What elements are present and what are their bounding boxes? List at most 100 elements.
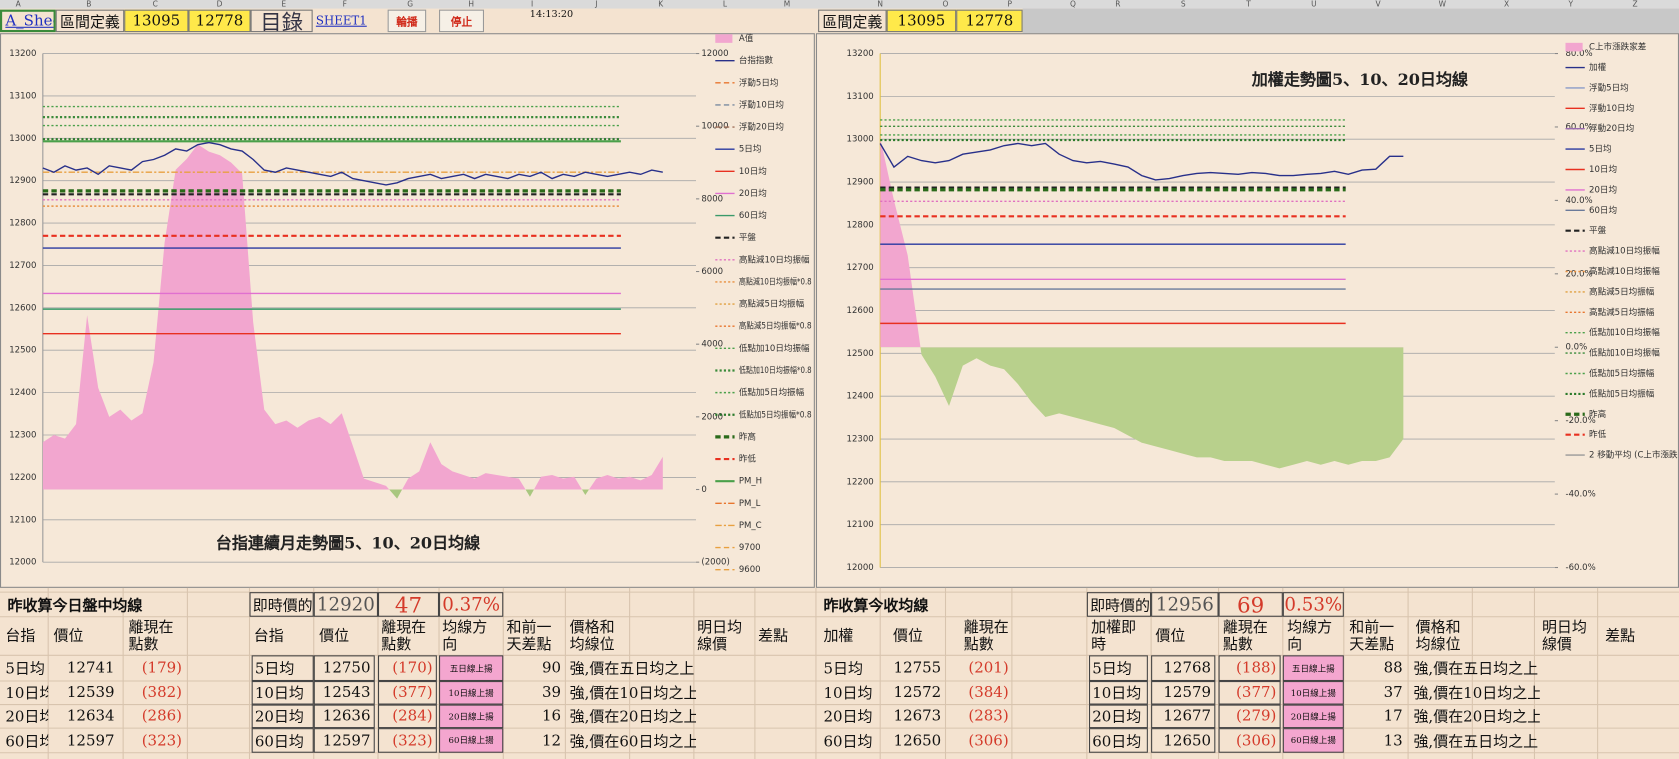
- column-header: 均線方向: [1285, 618, 1345, 654]
- column-header: 離現在點數: [1221, 618, 1281, 654]
- legend-label: PM_H: [739, 477, 762, 487]
- clock: 14:13:20: [529, 9, 574, 21]
- change-pct: 0.37%: [439, 592, 504, 617]
- table-cell: 10日均: [5, 685, 48, 703]
- legend-label: 平盤: [1589, 224, 1607, 236]
- column-header: 均線方向: [440, 618, 500, 654]
- column-letter: T: [1246, 0, 1251, 9]
- table-cell: 強,價在20日均之上: [1413, 708, 1540, 726]
- header-text: 均線方向: [442, 618, 488, 654]
- column-letter: K: [658, 0, 664, 9]
- column-letter: D: [216, 0, 223, 9]
- table-cell: (286): [141, 707, 183, 725]
- y2-tick-label: -40.0%: [1565, 490, 1595, 500]
- header-text: 和前一天差點: [506, 618, 552, 654]
- column-letter: Q: [1069, 0, 1076, 9]
- legend-label: PM_C: [739, 521, 762, 531]
- table-cell: 5日均: [1088, 655, 1148, 682]
- table-cell: 強,價在五日均之上: [1413, 732, 1539, 751]
- column-header: 價位: [891, 618, 951, 654]
- table-cell: (201): [968, 659, 1009, 677]
- y-tick-label: 12400: [847, 392, 874, 402]
- index-line: [879, 142, 1404, 181]
- table-cell: 20日均: [251, 704, 314, 729]
- y-tick-label: 12600: [9, 303, 36, 313]
- table-cell: 12768: [1151, 655, 1216, 682]
- table-cell: 10日線上揚: [1282, 681, 1344, 705]
- legend-label: 浮動20日均: [739, 121, 784, 133]
- table-cell: 37: [1383, 684, 1403, 702]
- table-cell: 12539: [66, 684, 115, 702]
- header-text: 台指: [5, 627, 36, 645]
- sheet-link[interactable]: A_Shee: [0, 9, 56, 33]
- y-tick-label: 12200: [847, 477, 874, 487]
- table-cell: 17: [1383, 707, 1403, 725]
- table-cell: (377): [1218, 681, 1281, 705]
- column-letter: X: [1504, 0, 1510, 9]
- legend-label: C上市漲跌家差: [1589, 41, 1647, 53]
- table-cell: (188): [1218, 655, 1281, 682]
- table-cell: 強,價在五日均之上: [569, 660, 695, 678]
- legend-label: 高點減5日均振幅: [1589, 306, 1655, 318]
- table-cell: 12650: [893, 731, 942, 750]
- table-cell: (283): [968, 707, 1009, 725]
- column-letter: U: [1311, 0, 1317, 9]
- table-cell: 12650: [1151, 728, 1216, 753]
- column-letter: F: [342, 0, 347, 9]
- column-header: 差點: [756, 618, 816, 654]
- legend-label: 低點加5日均振幅: [1589, 387, 1655, 399]
- table-cell: 12543: [313, 681, 375, 705]
- legend-label: 高點減10日均振幅: [1589, 245, 1660, 257]
- table-cell: 12597: [66, 731, 115, 750]
- table-title: 昨收算今日盤中均線: [7, 596, 143, 615]
- legend-swatch: [715, 34, 733, 43]
- column-header: 離現在點數: [126, 618, 186, 654]
- column-letter: Z: [1632, 0, 1638, 9]
- legend-label: 60日均: [739, 209, 767, 221]
- legend-label: 10日均: [739, 165, 767, 177]
- column-header: 台指: [3, 618, 63, 654]
- legend-label: A值: [739, 32, 754, 44]
- y-tick-label: 12900: [9, 176, 36, 186]
- table-cell: (323): [377, 728, 437, 753]
- table-cell: 10日均: [823, 685, 873, 703]
- legend-label: 高點減5日均振幅: [739, 298, 805, 310]
- legend-label: 低點加5日均振幅: [1589, 367, 1655, 379]
- table-cell: (284): [377, 704, 437, 729]
- table-cell: (279): [1218, 704, 1281, 729]
- table-cell: 60日均: [1088, 728, 1148, 753]
- table-cell: 五日線上揚: [1282, 655, 1344, 682]
- header-text: 價位: [319, 627, 350, 645]
- chart-title: 台指連續月走勢圖5、10、20日均線: [216, 533, 480, 552]
- table-cell: 12579: [1151, 681, 1216, 705]
- legend-label: 20日均: [1589, 183, 1617, 195]
- table-cell: 20日均: [1088, 704, 1148, 729]
- y-tick-label: 13200: [9, 49, 36, 59]
- sheet-link[interactable]: SHEET1: [315, 13, 367, 28]
- area-positive: [42, 144, 663, 490]
- y-tick-label: 12800: [847, 220, 874, 230]
- play-button[interactable]: 輪播: [387, 9, 427, 33]
- legend-label: 9700: [739, 543, 761, 553]
- legend-label: 高點減10日均振幅: [1589, 265, 1660, 277]
- change: 69: [1218, 592, 1283, 617]
- catalog-button[interactable]: 目錄: [250, 9, 313, 33]
- header-text: 和前一天差點: [1349, 618, 1395, 654]
- table-cell: 5日均: [823, 660, 863, 678]
- table-cell: 20日線上揚: [439, 704, 504, 729]
- header-text: 離現在點數: [128, 618, 174, 654]
- legend-label: 低點加5日均振幅*0.8: [739, 408, 812, 420]
- y-tick-label: 13100: [9, 91, 36, 101]
- legend-label: 台指指數: [739, 54, 774, 66]
- y-tick-label: 12400: [9, 388, 36, 398]
- table-cell: 10日線上揚: [439, 681, 504, 705]
- header-text: 價位: [53, 627, 84, 645]
- chart-title: 加權走勢圖5、10、20日均線: [1251, 70, 1468, 89]
- stop-button[interactable]: 停止: [439, 9, 484, 33]
- table-cell: 強,價在五日均之上: [1413, 660, 1539, 678]
- y-tick-label: 12700: [9, 261, 36, 271]
- table-cell: 16: [542, 707, 562, 725]
- y2-tick-label: 8000: [701, 194, 723, 204]
